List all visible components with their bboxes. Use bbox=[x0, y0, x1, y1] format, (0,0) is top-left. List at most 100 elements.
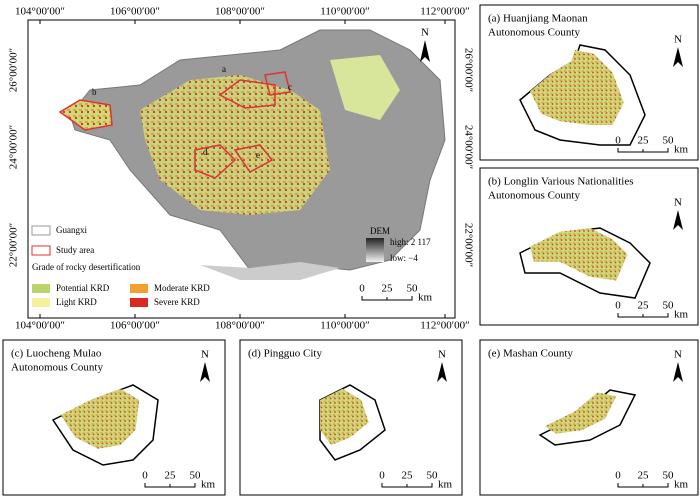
scale-label: 50 bbox=[427, 470, 439, 482]
scale-unit: km bbox=[674, 479, 689, 491]
scale-line bbox=[361, 296, 413, 301]
north-label: N bbox=[674, 197, 682, 209]
scale-label: 25 bbox=[402, 470, 414, 482]
scale-label: 25 bbox=[638, 470, 650, 482]
lon-label: 112°00′00″ bbox=[420, 320, 469, 332]
lat-label: 22°00′00″ bbox=[8, 223, 20, 267]
scale-label: 50 bbox=[663, 470, 675, 482]
lon-label: 106°00′00″ bbox=[110, 6, 160, 18]
lon-label: 112°00′00″ bbox=[420, 6, 469, 18]
legend-label: Moderate KRD bbox=[154, 283, 210, 293]
legend-label: Guangxi bbox=[56, 225, 87, 235]
inset-title: (c) Luocheng Mulao bbox=[11, 348, 102, 360]
inset: (c) Luocheng Mulao Autonomous County N 0 25 5… bbox=[2, 339, 226, 496]
inset-title: Autonomous County bbox=[488, 190, 580, 202]
main-map: a b c d e 104°00′00″ 104°00′00″ 106°00′00″… bbox=[8, 6, 475, 332]
scale-unit: km bbox=[438, 479, 453, 491]
inset-title: Autonomous County bbox=[488, 27, 580, 39]
site-label: d bbox=[203, 147, 208, 157]
scale-label: 50 bbox=[407, 283, 419, 295]
legend-label: Study area bbox=[56, 245, 94, 255]
krd-area bbox=[545, 392, 617, 434]
north-arrow: N bbox=[420, 27, 430, 62]
scale-label: 25 bbox=[638, 300, 650, 312]
lat-label: 22°00′00″ bbox=[462, 223, 474, 267]
legend: Guangxi Study area Grade of rocky desert… bbox=[31, 225, 210, 307]
inset-title: (b) Longlin Various Nationalities bbox=[488, 176, 634, 188]
krd-area bbox=[140, 75, 330, 215]
krd-area bbox=[60, 388, 140, 449]
lon-label: 108°00′00″ bbox=[215, 320, 265, 332]
dem-legend: DEM high: 2 117 low: −4 bbox=[366, 226, 431, 263]
north-label: N bbox=[201, 349, 209, 361]
scale-label: 50 bbox=[190, 470, 202, 482]
site-label: c bbox=[288, 82, 292, 92]
north-arrow bbox=[437, 362, 447, 382]
scale-label: 0 bbox=[615, 135, 621, 147]
krd-area bbox=[330, 55, 400, 120]
scale-unit: km bbox=[201, 479, 216, 491]
insets: (a) Huanjiang Maonan Autonomous County N 0 2… bbox=[2, 4, 699, 496]
lon-label: 110°00′00″ bbox=[320, 6, 369, 18]
site-label: e bbox=[256, 150, 260, 160]
legend-heading: Grade of rocky desertification bbox=[32, 262, 141, 272]
lon-label: 104°00′00″ bbox=[15, 6, 65, 18]
legend-label: Potential KRD bbox=[56, 283, 110, 293]
dem-title: DEM bbox=[370, 226, 390, 236]
site-label: a bbox=[222, 64, 226, 74]
scale-label: 50 bbox=[663, 135, 675, 147]
krd-area bbox=[320, 388, 369, 445]
north-arrow bbox=[673, 210, 683, 230]
legend-label: Light KRD bbox=[56, 297, 97, 307]
scale-line bbox=[617, 148, 669, 153]
scale-line bbox=[381, 483, 433, 488]
north-label: N bbox=[674, 349, 682, 361]
lon-label: 106°00′00″ bbox=[110, 320, 160, 332]
inset: (b) Longlin Various Nationalities Autonom… bbox=[479, 167, 699, 326]
scale-label: 50 bbox=[663, 300, 675, 312]
legend-label: Severe KRD bbox=[154, 297, 200, 307]
scale-label: 0 bbox=[615, 470, 621, 482]
north-arrow bbox=[673, 362, 683, 382]
inset-title: (d) Pingguo City bbox=[248, 348, 322, 360]
north-label: N bbox=[421, 27, 429, 39]
krd-area bbox=[530, 228, 628, 281]
scale-label: 25 bbox=[165, 470, 177, 482]
scale-unit: km bbox=[674, 144, 689, 156]
krd-area bbox=[530, 50, 624, 125]
scale-label: 0 bbox=[359, 283, 365, 295]
scale-line bbox=[144, 483, 196, 488]
site-label: b bbox=[92, 87, 97, 97]
scale-label: 25 bbox=[382, 283, 394, 295]
lat-label: 26°00′00″ bbox=[462, 48, 474, 92]
inset-title: (a) Huanjiang Maonan bbox=[488, 13, 588, 25]
dem-high: high: 2 117 bbox=[390, 237, 431, 247]
scale-label: 0 bbox=[142, 470, 148, 482]
lat-label: 26°00′00″ bbox=[8, 48, 20, 92]
north-arrow bbox=[200, 362, 210, 382]
study-area bbox=[58, 99, 113, 131]
north-label: N bbox=[674, 34, 682, 46]
inset-title: Autonomous County bbox=[11, 362, 103, 374]
scale-line bbox=[617, 483, 669, 488]
lon-label: 108°00′00″ bbox=[215, 6, 265, 18]
scale-unit: km bbox=[674, 309, 689, 321]
north-label: N bbox=[438, 349, 446, 361]
dem-low: low: −4 bbox=[390, 253, 418, 263]
study-area bbox=[194, 144, 237, 179]
scale-line bbox=[617, 313, 669, 318]
coast bbox=[200, 262, 340, 280]
north-arrow bbox=[673, 47, 683, 67]
scale-label: 25 bbox=[638, 135, 650, 147]
study-area bbox=[264, 71, 291, 96]
scale-unit: km bbox=[418, 292, 433, 304]
lat-label: 24°00′00″ bbox=[8, 125, 20, 169]
lat-label: 24°00′00″ bbox=[462, 125, 474, 169]
graticule: 104°00′00″ 104°00′00″ 106°00′00″ 106°00′00″… bbox=[8, 6, 475, 332]
lon-label: 104°00′00″ bbox=[15, 320, 65, 332]
scale-label: 0 bbox=[379, 470, 385, 482]
